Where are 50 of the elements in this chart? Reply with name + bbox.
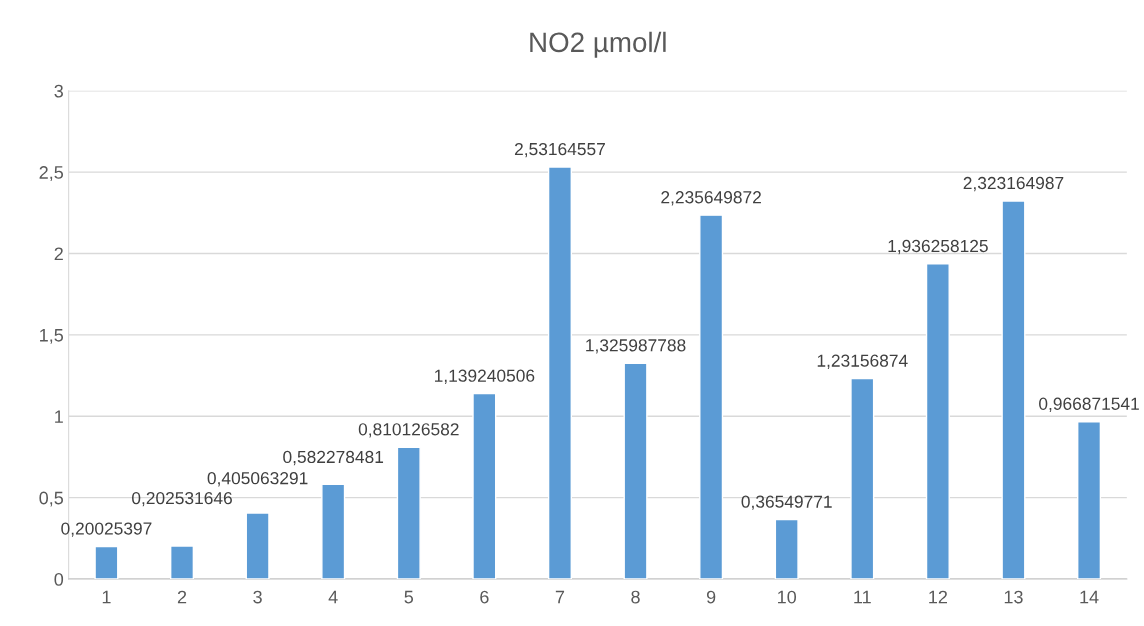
bar [925, 263, 950, 580]
data-label: 1,325987788 [586, 339, 686, 354]
x-tick-label: 6 [480, 590, 489, 604]
bar [699, 214, 724, 580]
bar [547, 166, 572, 580]
x-tick-label: 8 [631, 590, 640, 604]
bar [1001, 200, 1026, 580]
data-label: 2,53164557 [514, 142, 605, 158]
data-label: 0,966871541 [1039, 397, 1139, 412]
data-label: 1,936258125 [888, 239, 988, 255]
data-label: 0,36549771 [741, 495, 832, 510]
data-label: 1,139240506 [435, 369, 535, 384]
x-tick-label: 12 [929, 590, 948, 604]
bar [396, 446, 421, 580]
bar [321, 483, 346, 580]
y-tick-label: 0,5 [39, 491, 64, 507]
bar [472, 392, 497, 580]
chart-title: NO2 µmol/l [530, 31, 666, 58]
x-tick-label: 2 [177, 590, 187, 604]
y-tick-label: 2 [54, 247, 63, 261]
x-tick-label: 9 [706, 590, 716, 604]
data-label: 0,20025397 [61, 522, 152, 537]
y-tick-label: 0 [54, 572, 64, 586]
y-tick-label: 3 [54, 84, 63, 98]
bar [623, 362, 648, 580]
x-tick-label: 5 [404, 590, 414, 604]
bar [850, 377, 875, 580]
x-tick-label: 3 [253, 590, 262, 604]
x-tick-label: 11 [854, 590, 871, 604]
x-tick-label: 7 [555, 590, 565, 604]
data-label: 0,810126582 [358, 423, 459, 438]
x-tick-label: 13 [1004, 590, 1023, 604]
data-label: 2,323164987 [963, 176, 1064, 192]
data-label: 0,405063291 [207, 472, 308, 487]
bar [94, 545, 119, 580]
y-tick-label: 2,5 [39, 166, 64, 181]
bar [245, 512, 270, 580]
x-tick-label: 4 [328, 590, 338, 604]
x-tick-label: 10 [778, 590, 797, 604]
data-label: 1,23156874 [817, 354, 908, 369]
y-tick-label: 1 [55, 410, 63, 423]
bar [169, 545, 195, 580]
x-tick-label: 1 [102, 590, 111, 604]
data-label: 0,582278481 [283, 450, 384, 466]
y-tick-label: 1,5 [40, 329, 64, 344]
x-tick-label: 14 [1080, 590, 1099, 604]
bar [1077, 420, 1102, 580]
data-label: 2,235649872 [661, 191, 761, 206]
bar [774, 518, 799, 580]
data-label: 0,202531646 [132, 491, 232, 507]
